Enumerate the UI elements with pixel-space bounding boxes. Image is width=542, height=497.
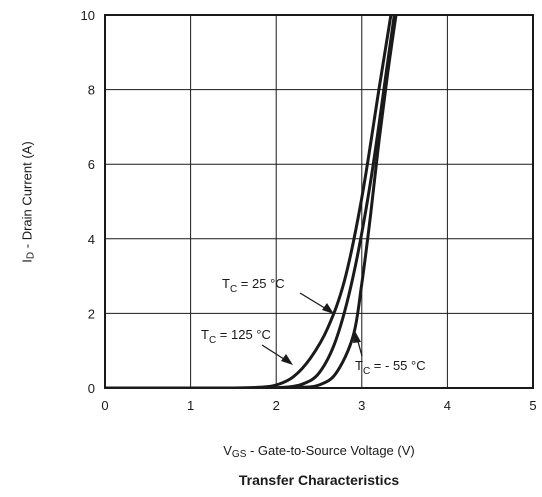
y-axis-label: ID - Drain Current (A) — [20, 141, 37, 262]
y-tick-label: 8 — [88, 83, 95, 98]
x-tick-label: 3 — [358, 398, 365, 413]
arrowhead-25c — [322, 303, 334, 314]
annotation-minus55c-sub: C — [363, 366, 370, 377]
annotation-125c-sub: C — [209, 335, 216, 346]
annotation-25c-main: T — [222, 276, 230, 291]
y-tick-label: 6 — [88, 157, 95, 172]
arrowhead-125c — [281, 354, 293, 365]
arrow-25c — [299, 292, 329, 311]
tick-labels: 0 1 2 3 4 5 0 2 4 6 8 10 — [81, 8, 537, 413]
arrow-125c — [261, 344, 288, 362]
annotation-25c-rest: = 25 °C — [237, 276, 284, 291]
x-tick-label: 2 — [273, 398, 280, 413]
annotation-25c: TC = 25 °C — [222, 276, 285, 295]
x-tick-label: 0 — [101, 398, 108, 413]
x-axis-label-rest: - Gate-to-Source Voltage (V) — [246, 443, 415, 458]
annotation-125c-main: T — [201, 327, 209, 342]
y-axis-label-sub: D — [25, 251, 37, 260]
annotation-25c-sub: C — [230, 284, 237, 295]
x-tick-label: 5 — [529, 398, 536, 413]
series-line-minus55c — [105, 15, 398, 388]
annotation-minus55c-rest: = - 55 °C — [370, 358, 425, 373]
y-tick-label: 10 — [81, 8, 95, 23]
arrowhead-minus55c — [353, 331, 361, 343]
y-axis-label-main: I — [19, 259, 35, 263]
plot-frame — [104, 14, 534, 389]
y-tick-label: 0 — [88, 381, 95, 396]
series-line-25c — [105, 15, 396, 388]
curves — [105, 15, 398, 388]
x-axis-label-sub: GS — [231, 449, 247, 460]
annotation-minus55c-main: T — [355, 358, 363, 373]
x-axis-label-main: V — [223, 443, 232, 458]
annotation-125c: TC = 125 °C — [201, 327, 271, 346]
chart-title: Transfer Characteristics — [238, 472, 400, 488]
y-tick-label: 2 — [88, 306, 95, 321]
y-tick-label: 4 — [88, 232, 95, 247]
y-axis-label-rest: - Drain Current (A) — [19, 141, 35, 252]
series-line-125c — [105, 15, 393, 388]
annotation-minus55c: TC = - 55 °C — [355, 358, 426, 377]
x-axis-label: VGS - Gate-to-Source Voltage (V) — [105, 443, 533, 460]
x-tick-label: 1 — [187, 398, 194, 413]
annotation-125c-rest: = 125 °C — [216, 327, 271, 342]
grid — [104, 14, 534, 389]
x-tick-label: 4 — [444, 398, 451, 413]
